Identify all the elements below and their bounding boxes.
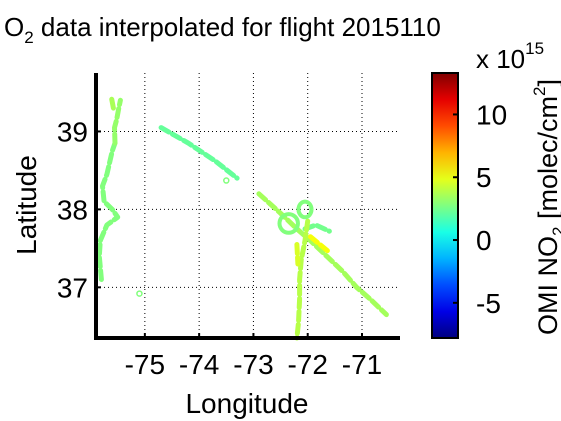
data-point: [136, 290, 143, 297]
colorbar-multiplier-exponent: 15: [525, 39, 544, 58]
x-tick-label: -72: [287, 349, 327, 380]
flight-loop: [277, 212, 300, 235]
plot-area: -75 -74 -73 -72 -71 37 38 39: [57, 73, 400, 380]
chart-title: O2 data interpolated for flight 2015110: [4, 12, 441, 47]
y-tick-label: 37: [57, 272, 88, 303]
colorbar-tick-label: 0: [476, 225, 492, 256]
colorbar-tick-label: -5: [476, 288, 501, 319]
flight-track: [96, 140, 121, 282]
x-tick-label: -73: [233, 349, 273, 380]
grid-lines: [96, 73, 400, 338]
x-tick-label: -75: [125, 349, 165, 380]
flight-tracks: [96, 93, 389, 341]
x-tick-label: -74: [179, 349, 219, 380]
flight-track: [108, 93, 116, 111]
x-ticks: -75 -74 -73 -72 -71: [125, 333, 382, 380]
flight-track: [294, 242, 301, 267]
y-axis-label: Latitude: [11, 155, 42, 255]
plot-background: [96, 73, 400, 338]
flight-track: [256, 191, 389, 318]
data-point: [223, 177, 230, 184]
colorbar: -5 0 5 10 x 1015 OMI NO2 [molec/cm2]: [431, 39, 561, 339]
colorbar-tick-label: 10: [476, 99, 507, 130]
colorbar-multiplier: x 1015: [476, 39, 544, 74]
flight-track: [112, 97, 123, 146]
flight-track: [294, 218, 311, 341]
x-axis-label: Longitude: [185, 388, 308, 419]
y-ticks: 37 38 39: [57, 116, 101, 303]
colorbar-label: OMI NO2 [molec/cm2]: [530, 79, 561, 335]
y-tick-label: 38: [57, 194, 88, 225]
colorbar-gradient: [431, 72, 459, 339]
plot-axes: [94, 73, 400, 340]
flight-track: [158, 125, 240, 181]
flight-track: [307, 234, 332, 255]
x-tick-label: -71: [342, 349, 382, 380]
chart-title-subscript: 2: [24, 28, 33, 47]
colorbar-ticks: -5 0 5 10: [453, 99, 507, 319]
colorbar-tick-label: 5: [476, 162, 492, 193]
y-tick-label: 39: [57, 116, 88, 147]
flight-loop: [296, 199, 314, 220]
